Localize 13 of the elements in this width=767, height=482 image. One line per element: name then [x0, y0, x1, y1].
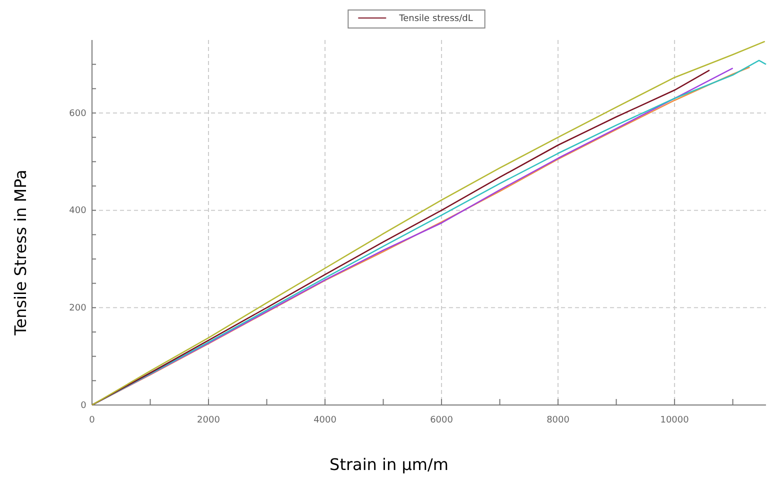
- y-tick-label: 0: [80, 400, 87, 411]
- y-tick-label: 600: [69, 108, 87, 119]
- x-tick-label: 6000: [430, 415, 454, 426]
- x-axis-title: Strain in µm/m: [330, 455, 448, 474]
- legend-label: Tensile stress/dL: [398, 14, 473, 24]
- x-tick-label: 10000: [660, 415, 690, 426]
- x-tick-label: 0: [89, 415, 96, 426]
- y-tick-label: 200: [69, 304, 87, 314]
- y-tick-label: 400: [69, 206, 87, 216]
- x-tick-label: 4000: [314, 415, 337, 426]
- x-tick-label: 2000: [197, 415, 220, 426]
- y-axis-title: Tensile Stress in MPa: [11, 170, 30, 336]
- x-tick-label: 8000: [546, 415, 570, 426]
